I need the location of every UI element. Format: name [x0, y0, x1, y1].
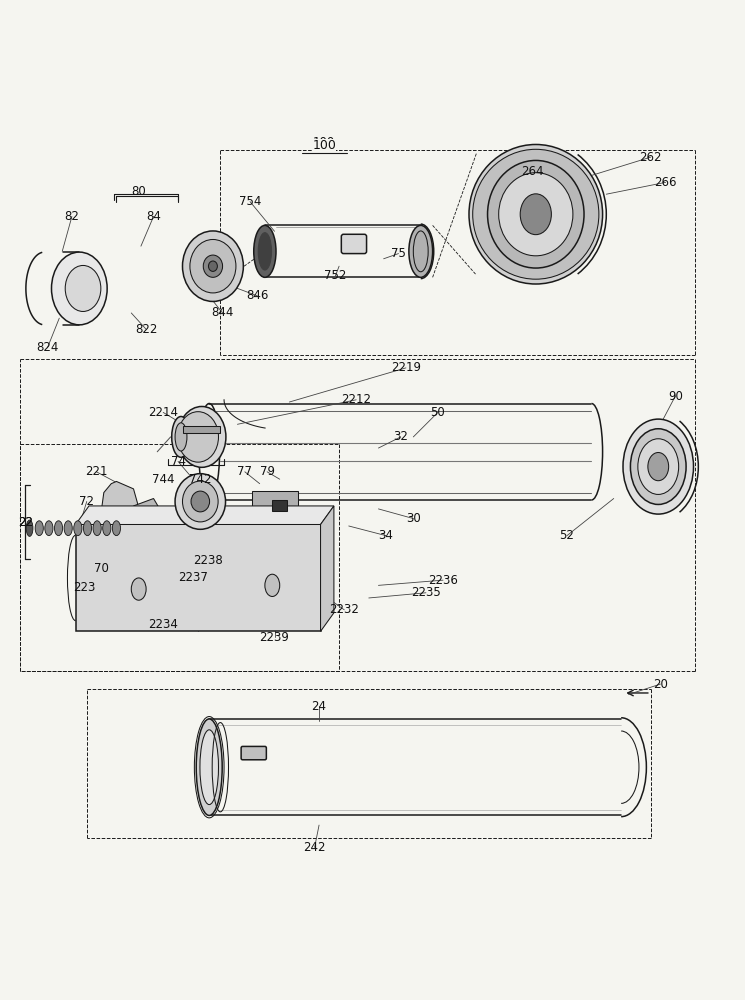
Polygon shape	[320, 506, 334, 631]
Ellipse shape	[177, 406, 226, 467]
Ellipse shape	[51, 252, 107, 325]
Ellipse shape	[265, 574, 279, 596]
Ellipse shape	[520, 194, 551, 235]
Text: 74: 74	[171, 455, 186, 468]
FancyBboxPatch shape	[241, 746, 267, 760]
Text: 50: 50	[431, 406, 446, 419]
FancyBboxPatch shape	[273, 500, 287, 511]
Ellipse shape	[26, 520, 33, 536]
Text: 2235: 2235	[411, 586, 441, 599]
Ellipse shape	[259, 233, 272, 270]
Text: 90: 90	[668, 390, 682, 403]
Ellipse shape	[209, 261, 218, 271]
Ellipse shape	[175, 423, 187, 451]
Ellipse shape	[35, 521, 43, 536]
Ellipse shape	[469, 144, 603, 284]
Text: 84: 84	[146, 210, 161, 223]
Text: 2232: 2232	[329, 603, 359, 616]
Ellipse shape	[191, 491, 209, 512]
Ellipse shape	[183, 481, 218, 522]
Text: 70: 70	[94, 562, 109, 575]
Text: 20: 20	[653, 678, 668, 691]
Polygon shape	[101, 481, 139, 519]
Ellipse shape	[175, 474, 226, 529]
Text: 24: 24	[311, 700, 326, 713]
Ellipse shape	[203, 255, 223, 277]
Text: 2238: 2238	[193, 554, 223, 567]
Ellipse shape	[93, 521, 101, 536]
Ellipse shape	[131, 578, 146, 600]
Text: 744: 744	[152, 473, 174, 486]
Ellipse shape	[172, 416, 190, 457]
Text: 822: 822	[135, 323, 157, 336]
Text: 82: 82	[65, 210, 79, 223]
Text: 100: 100	[312, 139, 336, 152]
Ellipse shape	[103, 521, 111, 536]
Text: 242: 242	[303, 841, 326, 854]
Text: 77: 77	[238, 465, 253, 478]
Ellipse shape	[66, 265, 101, 311]
Ellipse shape	[498, 173, 573, 256]
Text: 846: 846	[247, 289, 269, 302]
Ellipse shape	[54, 521, 63, 536]
Text: 844: 844	[212, 306, 234, 319]
Text: 221: 221	[85, 465, 107, 478]
Ellipse shape	[112, 521, 121, 536]
Text: 2212: 2212	[341, 393, 371, 406]
Text: 2237: 2237	[178, 571, 208, 584]
Text: 264: 264	[521, 165, 543, 178]
Text: 75: 75	[391, 247, 406, 260]
Ellipse shape	[45, 521, 53, 536]
Ellipse shape	[190, 239, 236, 293]
Text: 2239: 2239	[259, 631, 290, 644]
Text: 22: 22	[18, 516, 33, 529]
Polygon shape	[133, 499, 161, 524]
Text: 34: 34	[378, 529, 393, 542]
Text: 2214: 2214	[148, 406, 178, 419]
Ellipse shape	[64, 521, 72, 536]
Polygon shape	[75, 524, 320, 631]
Ellipse shape	[177, 412, 218, 462]
Ellipse shape	[638, 439, 679, 494]
Text: 742: 742	[189, 473, 212, 486]
Ellipse shape	[196, 719, 222, 815]
Text: 52: 52	[559, 529, 574, 542]
Text: 223: 223	[73, 581, 95, 594]
Ellipse shape	[183, 231, 244, 301]
Text: 22: 22	[18, 516, 33, 529]
FancyBboxPatch shape	[341, 234, 367, 254]
Ellipse shape	[472, 149, 599, 279]
Ellipse shape	[623, 419, 694, 514]
Text: 262: 262	[640, 151, 662, 164]
Ellipse shape	[200, 730, 218, 805]
Ellipse shape	[74, 521, 82, 536]
Text: 754: 754	[239, 195, 261, 208]
Ellipse shape	[487, 160, 584, 268]
Text: 100: 100	[313, 136, 335, 149]
Text: 752: 752	[324, 269, 346, 282]
Text: 2234: 2234	[148, 618, 178, 631]
Text: 79: 79	[259, 465, 275, 478]
Polygon shape	[253, 491, 298, 521]
Text: 2219: 2219	[391, 361, 421, 374]
Text: 32: 32	[393, 430, 408, 443]
Ellipse shape	[254, 225, 276, 277]
Ellipse shape	[83, 521, 92, 536]
Ellipse shape	[648, 452, 669, 481]
Text: 80: 80	[131, 185, 146, 198]
Polygon shape	[75, 506, 334, 524]
Text: 824: 824	[37, 341, 59, 354]
FancyBboxPatch shape	[183, 426, 221, 433]
Text: 72: 72	[79, 495, 95, 508]
Text: 266: 266	[654, 176, 677, 189]
Ellipse shape	[409, 225, 433, 277]
Text: 2236: 2236	[428, 574, 458, 587]
Ellipse shape	[630, 429, 686, 504]
Text: 30: 30	[406, 512, 421, 525]
